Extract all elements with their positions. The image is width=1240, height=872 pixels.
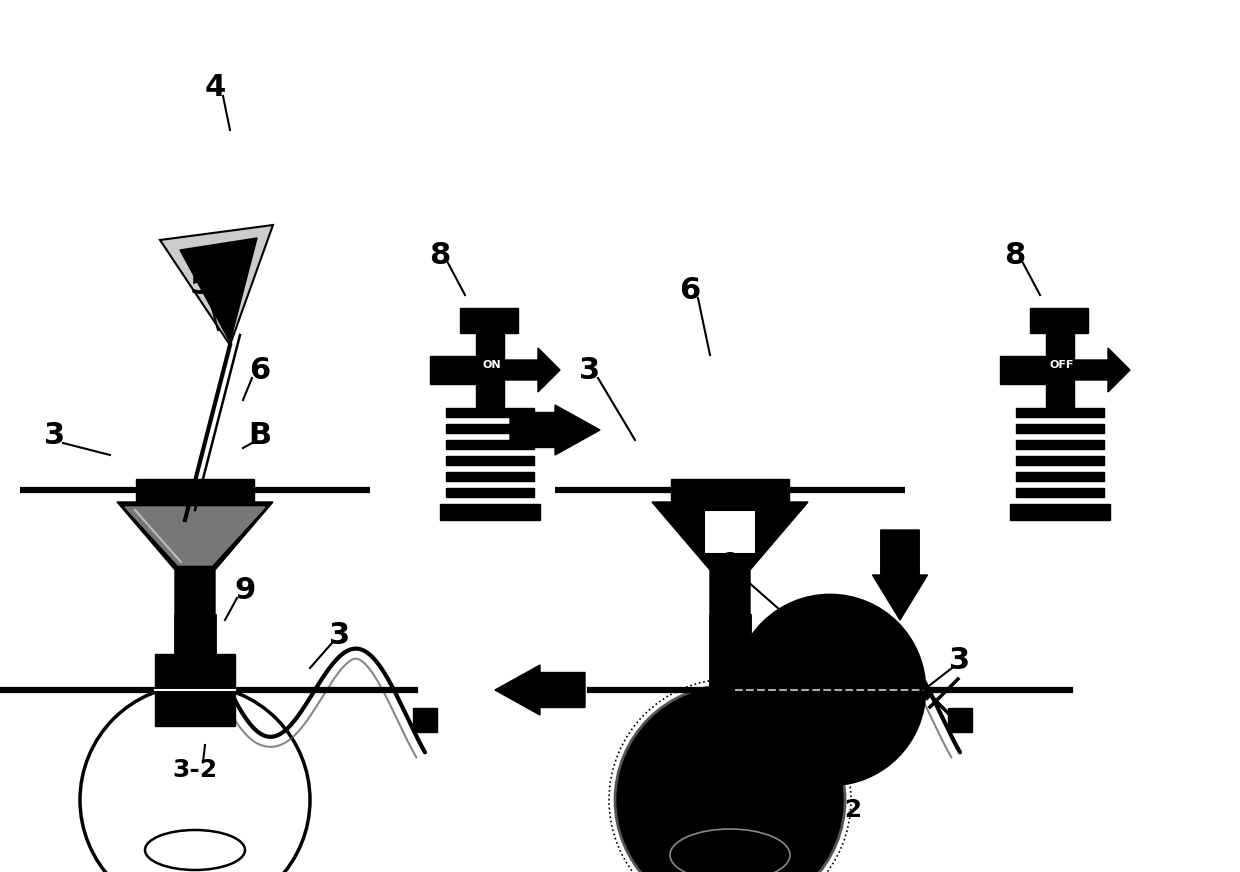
Bar: [446, 440, 534, 449]
Text: 6: 6: [249, 356, 270, 385]
Text: 8: 8: [429, 241, 450, 269]
Bar: [1016, 408, 1104, 417]
Bar: [1047, 332, 1074, 408]
Text: 5: 5: [190, 270, 211, 299]
Polygon shape: [495, 665, 585, 715]
Circle shape: [81, 685, 310, 872]
Bar: [413, 708, 436, 732]
Ellipse shape: [670, 829, 790, 872]
Circle shape: [735, 595, 925, 785]
Text: B: B: [248, 420, 272, 449]
Bar: [671, 479, 684, 501]
Text: 3: 3: [579, 356, 600, 385]
Text: 8: 8: [1004, 241, 1025, 269]
Text: 3: 3: [330, 621, 351, 650]
Bar: [446, 472, 534, 481]
Text: 9: 9: [719, 550, 740, 580]
Ellipse shape: [145, 830, 246, 870]
Bar: [446, 488, 534, 497]
Bar: [1016, 440, 1104, 449]
Text: 3: 3: [950, 645, 971, 675]
Polygon shape: [180, 238, 257, 342]
Bar: [446, 408, 534, 417]
Polygon shape: [873, 530, 928, 620]
Text: 6: 6: [680, 276, 701, 304]
Bar: [476, 332, 503, 408]
Bar: [241, 479, 254, 501]
Text: 3-2: 3-2: [172, 758, 217, 782]
Bar: [446, 424, 534, 433]
Bar: [1016, 424, 1104, 433]
Polygon shape: [160, 225, 273, 345]
Text: ON: ON: [482, 360, 501, 370]
Polygon shape: [1074, 348, 1130, 392]
Bar: [446, 456, 534, 465]
Bar: [1016, 472, 1104, 481]
Text: 3-2: 3-2: [817, 798, 863, 822]
Bar: [999, 356, 1047, 384]
Bar: [150, 479, 241, 501]
Bar: [1030, 308, 1087, 333]
Bar: [136, 479, 150, 501]
Text: OFF: OFF: [1050, 360, 1074, 370]
Bar: [1016, 488, 1104, 497]
Bar: [155, 654, 236, 726]
Bar: [684, 479, 775, 501]
Bar: [1016, 456, 1104, 465]
Polygon shape: [117, 502, 273, 615]
Polygon shape: [510, 405, 600, 455]
Bar: [460, 308, 518, 333]
Bar: [440, 504, 539, 520]
Circle shape: [615, 685, 844, 872]
Polygon shape: [923, 683, 935, 700]
Polygon shape: [652, 502, 808, 615]
Polygon shape: [125, 507, 265, 565]
Bar: [430, 356, 476, 384]
Bar: [704, 510, 756, 554]
Bar: [1011, 504, 1110, 520]
Bar: [775, 479, 789, 501]
Bar: [949, 708, 972, 732]
Polygon shape: [503, 348, 560, 392]
Text: 4: 4: [205, 73, 226, 103]
Text: 9: 9: [234, 576, 255, 604]
Text: 3: 3: [45, 420, 66, 449]
